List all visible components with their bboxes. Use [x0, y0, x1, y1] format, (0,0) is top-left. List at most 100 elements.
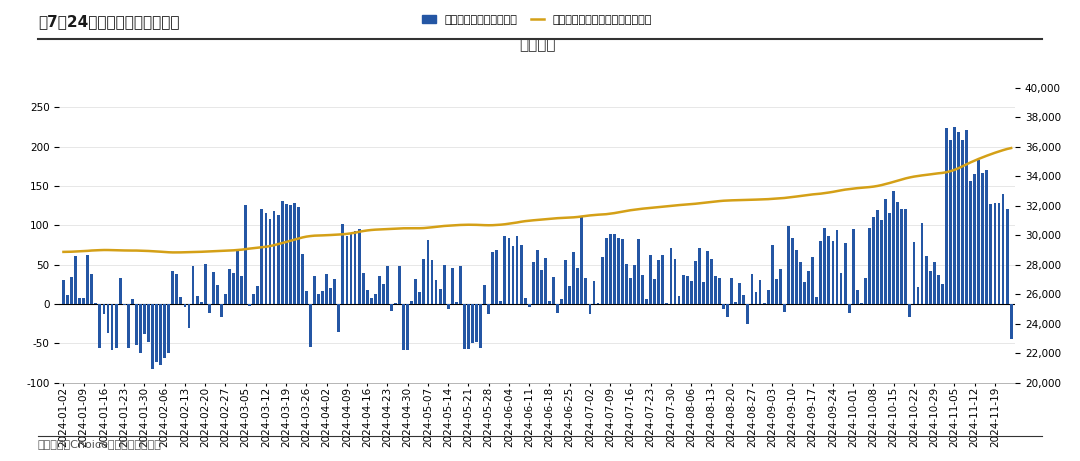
Bar [580, 216, 583, 304]
Bar [374, 294, 377, 304]
Bar [836, 230, 838, 304]
Bar [843, 243, 847, 304]
Bar [953, 127, 956, 304]
Bar [346, 236, 349, 304]
Bar [839, 273, 842, 304]
Bar [293, 203, 296, 304]
Bar [232, 273, 235, 304]
Bar [621, 239, 624, 304]
Bar [390, 304, 393, 312]
Bar [341, 224, 345, 304]
Bar [110, 304, 113, 350]
Bar [480, 304, 482, 349]
Bar [609, 234, 611, 304]
Bar [924, 256, 928, 304]
Bar [872, 217, 875, 304]
Bar [633, 266, 636, 304]
Bar [892, 191, 895, 304]
Bar [386, 266, 389, 304]
Bar [334, 279, 336, 304]
Bar [114, 304, 118, 348]
Text: 资料来源：Choice，国元证券研究所: 资料来源：Choice，国元证券研究所 [38, 439, 162, 449]
Bar [415, 278, 417, 304]
Bar [434, 280, 437, 304]
Bar [787, 225, 789, 304]
Bar [544, 258, 546, 304]
Bar [589, 304, 592, 313]
Bar [491, 252, 495, 304]
Bar [888, 213, 891, 304]
Bar [70, 277, 73, 304]
Bar [496, 250, 498, 304]
Bar [269, 219, 271, 304]
Bar [75, 256, 77, 304]
Bar [726, 304, 729, 317]
Bar [524, 298, 527, 304]
Bar [751, 273, 754, 304]
Bar [985, 170, 988, 304]
Bar [645, 300, 648, 304]
Bar [528, 304, 530, 307]
Bar [807, 272, 810, 304]
Bar [503, 236, 507, 304]
Bar [285, 204, 287, 304]
Bar [548, 301, 551, 304]
Bar [552, 277, 555, 304]
Bar [852, 229, 854, 304]
Bar [156, 304, 158, 362]
Bar [431, 260, 433, 304]
Title: 南向资金: 南向资金 [519, 37, 555, 52]
Bar [848, 304, 851, 313]
Bar [382, 284, 384, 304]
Bar [216, 285, 219, 304]
Bar [288, 205, 292, 304]
Bar [742, 295, 745, 304]
Bar [151, 304, 154, 369]
Bar [438, 289, 442, 304]
Bar [126, 304, 130, 348]
Bar [143, 304, 146, 334]
Bar [301, 254, 303, 304]
Bar [272, 211, 275, 304]
Bar [973, 174, 976, 304]
Bar [362, 273, 365, 304]
Bar [767, 290, 770, 304]
Bar [880, 220, 883, 304]
Bar [593, 281, 595, 304]
Bar [811, 257, 814, 304]
Bar [175, 274, 178, 304]
Bar [941, 284, 944, 304]
Bar [665, 303, 669, 304]
Bar [240, 276, 243, 304]
Bar [244, 205, 247, 304]
Bar [447, 304, 449, 309]
Bar [945, 128, 948, 304]
Bar [82, 298, 85, 304]
Bar [714, 277, 717, 304]
Bar [443, 265, 446, 304]
Bar [625, 264, 627, 304]
Bar [228, 269, 231, 304]
Bar [212, 272, 215, 304]
Bar [600, 257, 604, 304]
Bar [399, 266, 401, 304]
Bar [961, 140, 964, 304]
Bar [135, 304, 138, 344]
Bar [820, 241, 822, 304]
Bar [827, 236, 831, 304]
Bar [131, 299, 134, 304]
Bar [406, 304, 409, 349]
Bar [418, 292, 421, 304]
Bar [612, 234, 616, 304]
Bar [876, 210, 879, 304]
Bar [459, 266, 462, 304]
Bar [200, 302, 203, 304]
Bar [188, 304, 190, 328]
Bar [723, 304, 725, 309]
Bar [463, 304, 465, 349]
Bar [596, 303, 599, 304]
Bar [561, 299, 563, 304]
Bar [649, 255, 652, 304]
Bar [253, 294, 255, 304]
Bar [499, 301, 502, 304]
